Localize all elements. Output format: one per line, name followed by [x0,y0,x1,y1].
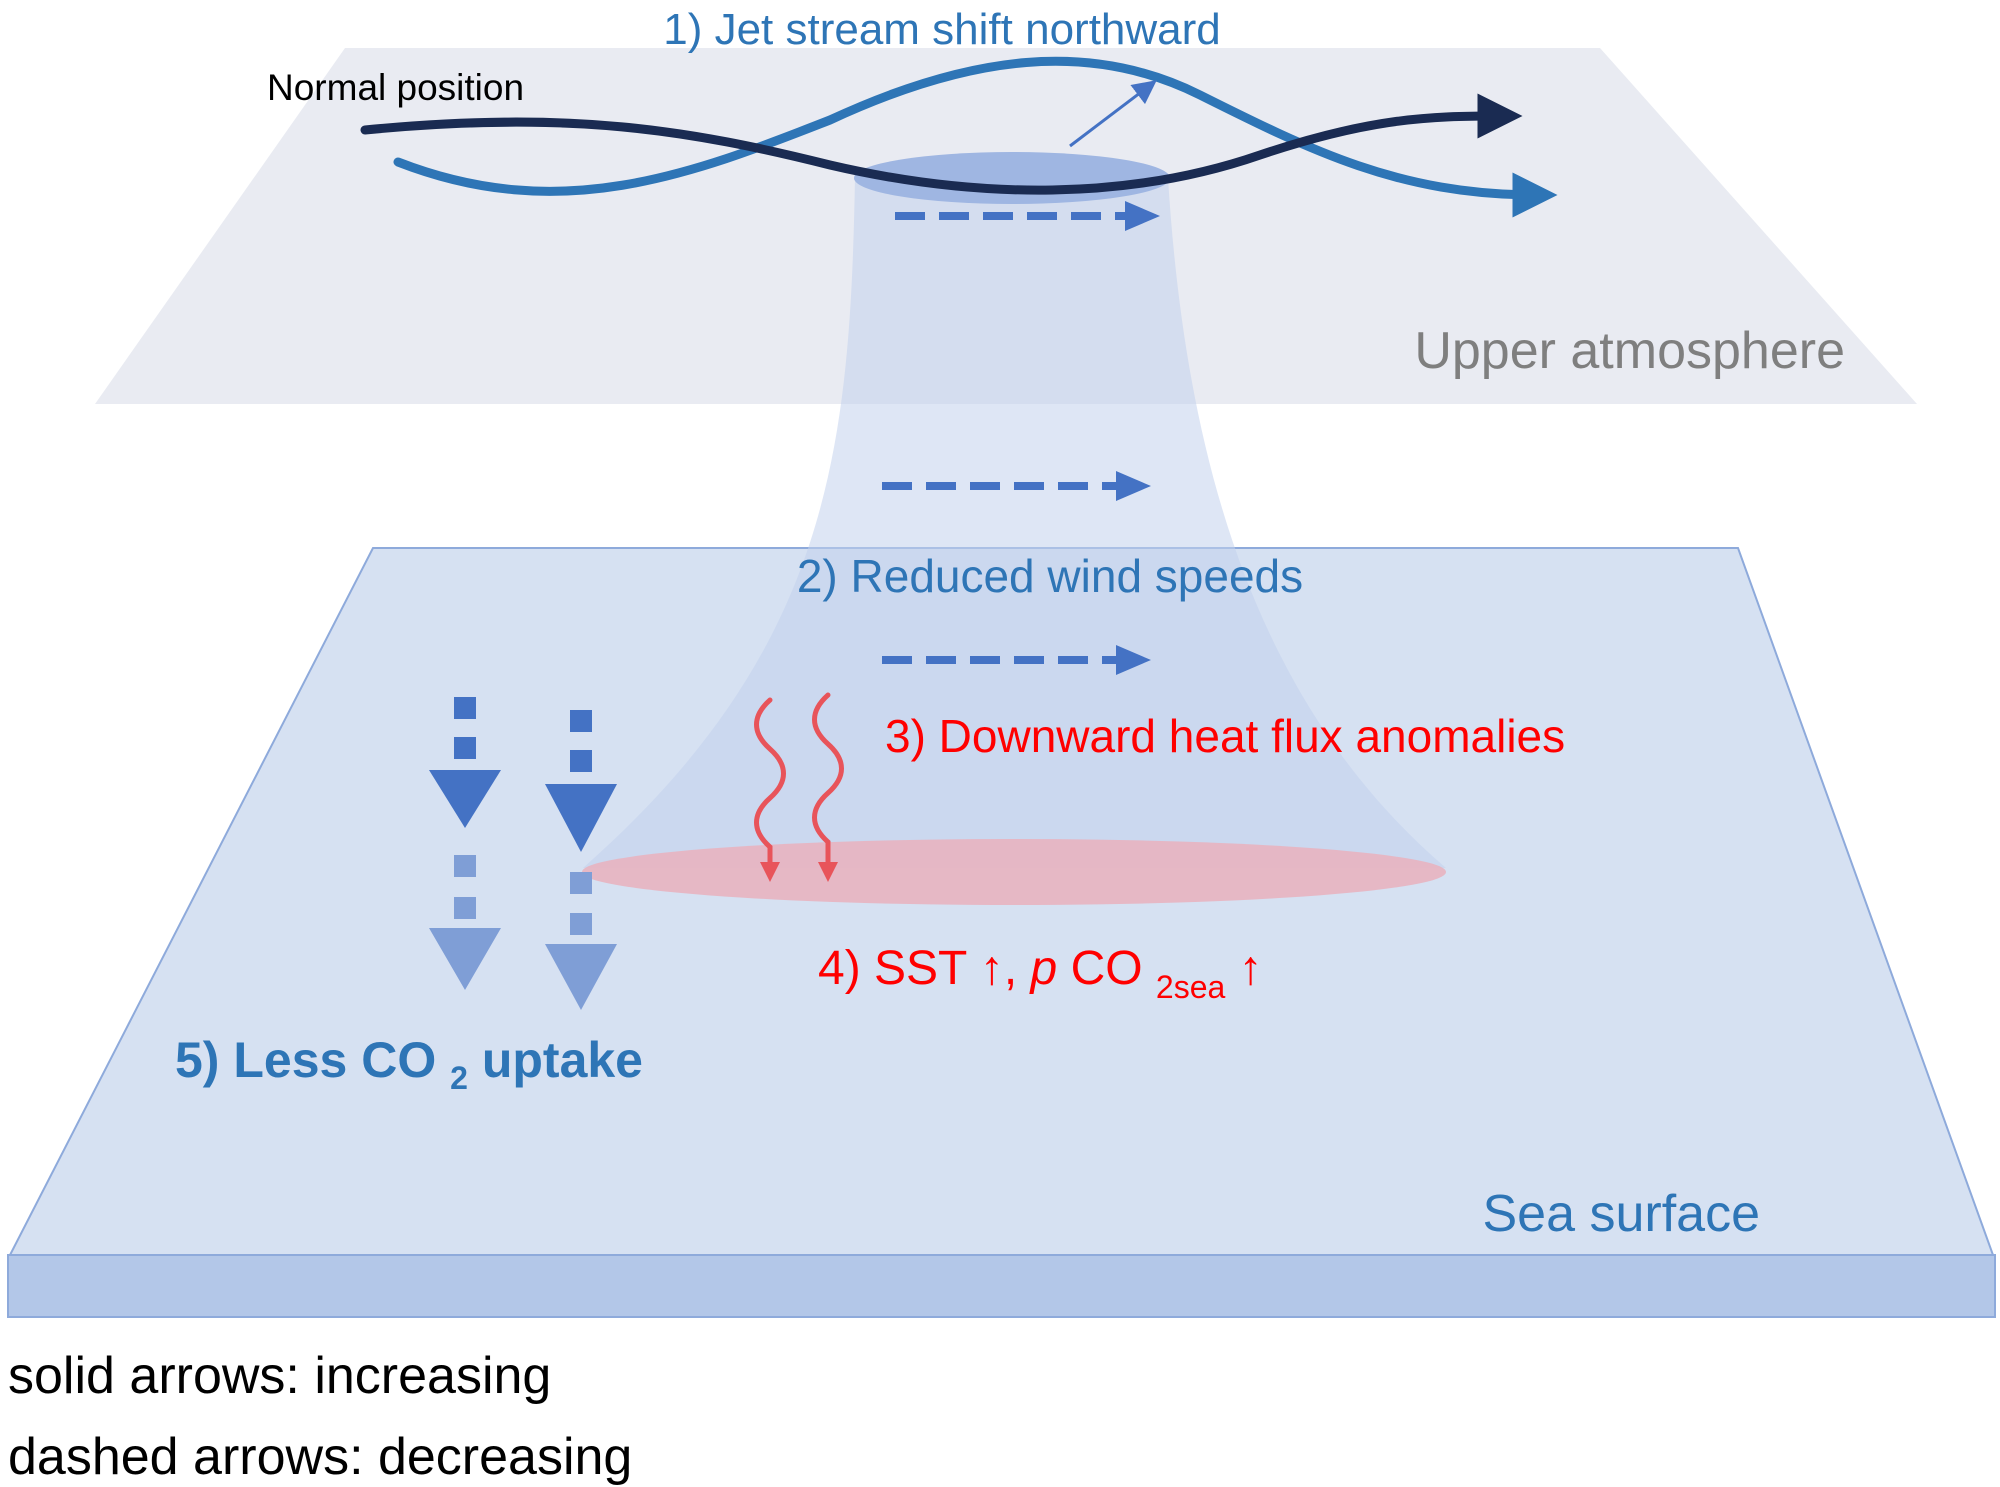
label-sst-suffix: ↑ [1239,942,1263,995]
co2-uptake-arrow-right [545,710,617,1010]
shift-arrow [1069,80,1157,148]
label-sst-co: CO [1071,942,1143,995]
label-sst-p: p [1029,942,1058,995]
jet-stream-normal [360,93,1523,195]
label-reduced-wind: 2) Reduced wind speeds [797,550,1303,602]
sea-surface-edge [7,1254,1996,1318]
jet-stream-shifted [393,56,1558,218]
legend-solid: solid arrows: increasing [8,1347,551,1405]
label-uptake-prefix: 5) Less CO [175,1032,436,1088]
heat-flux-arrow-left [754,697,786,882]
dashed-wind-arrow-lower [882,645,1151,675]
label-sst-pco2: 4) SST ↑, p CO 2sea ↑ [818,942,1263,1009]
warm-sst-patch [582,839,1446,905]
label-jet-shift: 1) Jet stream shift northward [663,5,1221,54]
co2-uptake-arrow-left [429,697,501,990]
heat-flux-arrow-right [812,692,844,882]
label-uptake-suffix: uptake [482,1032,643,1088]
label-uptake-subscript: 2 [450,1060,468,1096]
label-less-co2-uptake: 5) Less CO 2 uptake [175,1032,643,1100]
label-heat-flux: 3) Downward heat flux anomalies [885,710,1565,762]
legend-dashed: dashed arrows: decreasing [8,1428,632,1486]
label-sea-surface: Sea surface [1483,1185,1761,1243]
dashed-wind-arrow-upper [895,201,1160,231]
label-upper-atmosphere: Upper atmosphere [1414,322,1845,380]
dashed-wind-arrow-middle [882,471,1151,501]
label-normal-position: Normal position [267,67,524,108]
wind-funnel [583,178,1446,868]
label-sst-prefix: 4) SST ↑, [818,942,1031,995]
label-sst-subscript: 2sea [1156,969,1226,1005]
